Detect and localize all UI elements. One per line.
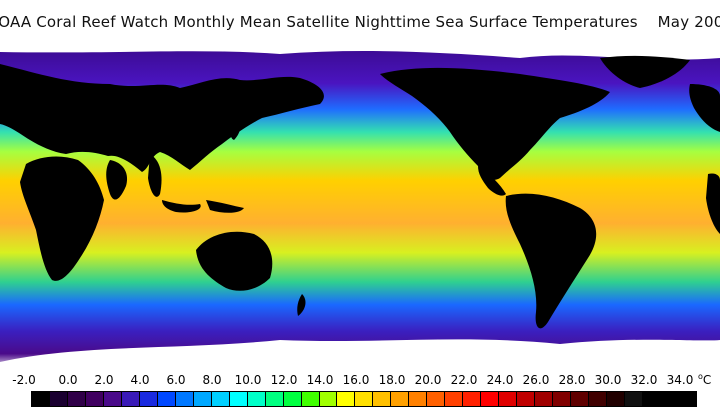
colorbar-swatch — [49, 392, 68, 406]
tick-label: 30.0 — [594, 373, 622, 387]
tick-label: 16.0 — [342, 373, 370, 387]
tick-label: 0.0 — [58, 373, 78, 387]
map-title: NOAA Coral Reef Watch Monthly Mean Satel… — [0, 13, 720, 31]
colorbar-swatch — [247, 392, 266, 406]
colorbar-swatch — [624, 392, 643, 406]
colorbar-swatch — [660, 392, 679, 406]
colorbar-swatch — [139, 392, 158, 406]
colorbar-swatch — [553, 392, 572, 406]
colorbar-swatch — [283, 392, 302, 406]
colorbar-swatch — [229, 392, 248, 406]
unit-letter: C — [702, 373, 712, 387]
tick-label: 34.0 — [666, 373, 694, 387]
colorbar-swatch — [175, 392, 194, 406]
colorbar-swatch — [301, 392, 320, 406]
colorbar-swatch — [642, 392, 661, 406]
colorbar-swatch — [391, 392, 410, 406]
tick-label: 8.0 — [202, 373, 222, 387]
colorbar-swatch — [517, 392, 536, 406]
colorbar-swatch — [103, 392, 122, 406]
colorbar-swatch — [211, 392, 230, 406]
colorbar-tick-labels: -2.0 0.0 2.0 4.0 6.0 8.0 10.0 12.0 14.0 … — [0, 373, 720, 391]
unit-label: oC — [698, 372, 711, 387]
tick-label: 18.0 — [378, 373, 406, 387]
colorbar-swatch — [463, 392, 482, 406]
tick-label: 26.0 — [522, 373, 550, 387]
colorbar-swatch — [193, 392, 212, 406]
arctic-ice — [0, 44, 720, 60]
tick-label: 6.0 — [166, 373, 186, 387]
colorbar-swatch — [337, 392, 356, 406]
colorbar-swatch — [85, 392, 104, 406]
tick-label: 12.0 — [270, 373, 298, 387]
tick-label: 28.0 — [558, 373, 586, 387]
colorbar-swatch — [499, 392, 518, 406]
colorbar-swatch — [373, 392, 392, 406]
landmasses — [0, 55, 720, 329]
colorbar-swatch — [589, 392, 607, 406]
tick-label: 32.0 — [630, 373, 658, 387]
tick-label: 24.0 — [486, 373, 514, 387]
colorbar-swatch — [607, 392, 625, 406]
colorbar-swatch — [445, 392, 464, 406]
tick-label: 14.0 — [306, 373, 334, 387]
colorbar-swatch — [67, 392, 86, 406]
tick-label: 2.0 — [94, 373, 114, 387]
colorbar-swatch — [265, 392, 284, 406]
sst-world-map — [0, 44, 720, 370]
tick-label: 10.0 — [234, 373, 262, 387]
antarctic-ice — [0, 339, 720, 370]
colorbar-swatch — [427, 392, 446, 406]
colorbar-swatch — [409, 392, 428, 406]
temperature-colorbar — [31, 391, 697, 407]
colorbar-swatch — [571, 392, 590, 406]
tick-label: -2.0 — [12, 373, 36, 387]
colorbar-swatch — [355, 392, 374, 406]
degree-symbol: o — [698, 372, 703, 381]
colorbar-swatch — [121, 392, 140, 406]
colorbar-swatch — [32, 392, 50, 406]
colorbar-swatch — [481, 392, 500, 406]
tick-label: 20.0 — [414, 373, 442, 387]
tick-label: 22.0 — [450, 373, 478, 387]
colorbar-swatch — [157, 392, 176, 406]
colorbar-swatch — [319, 392, 338, 406]
colorbar-swatch — [535, 392, 554, 406]
tick-label: 4.0 — [130, 373, 150, 387]
colorbar-swatch — [678, 392, 696, 406]
